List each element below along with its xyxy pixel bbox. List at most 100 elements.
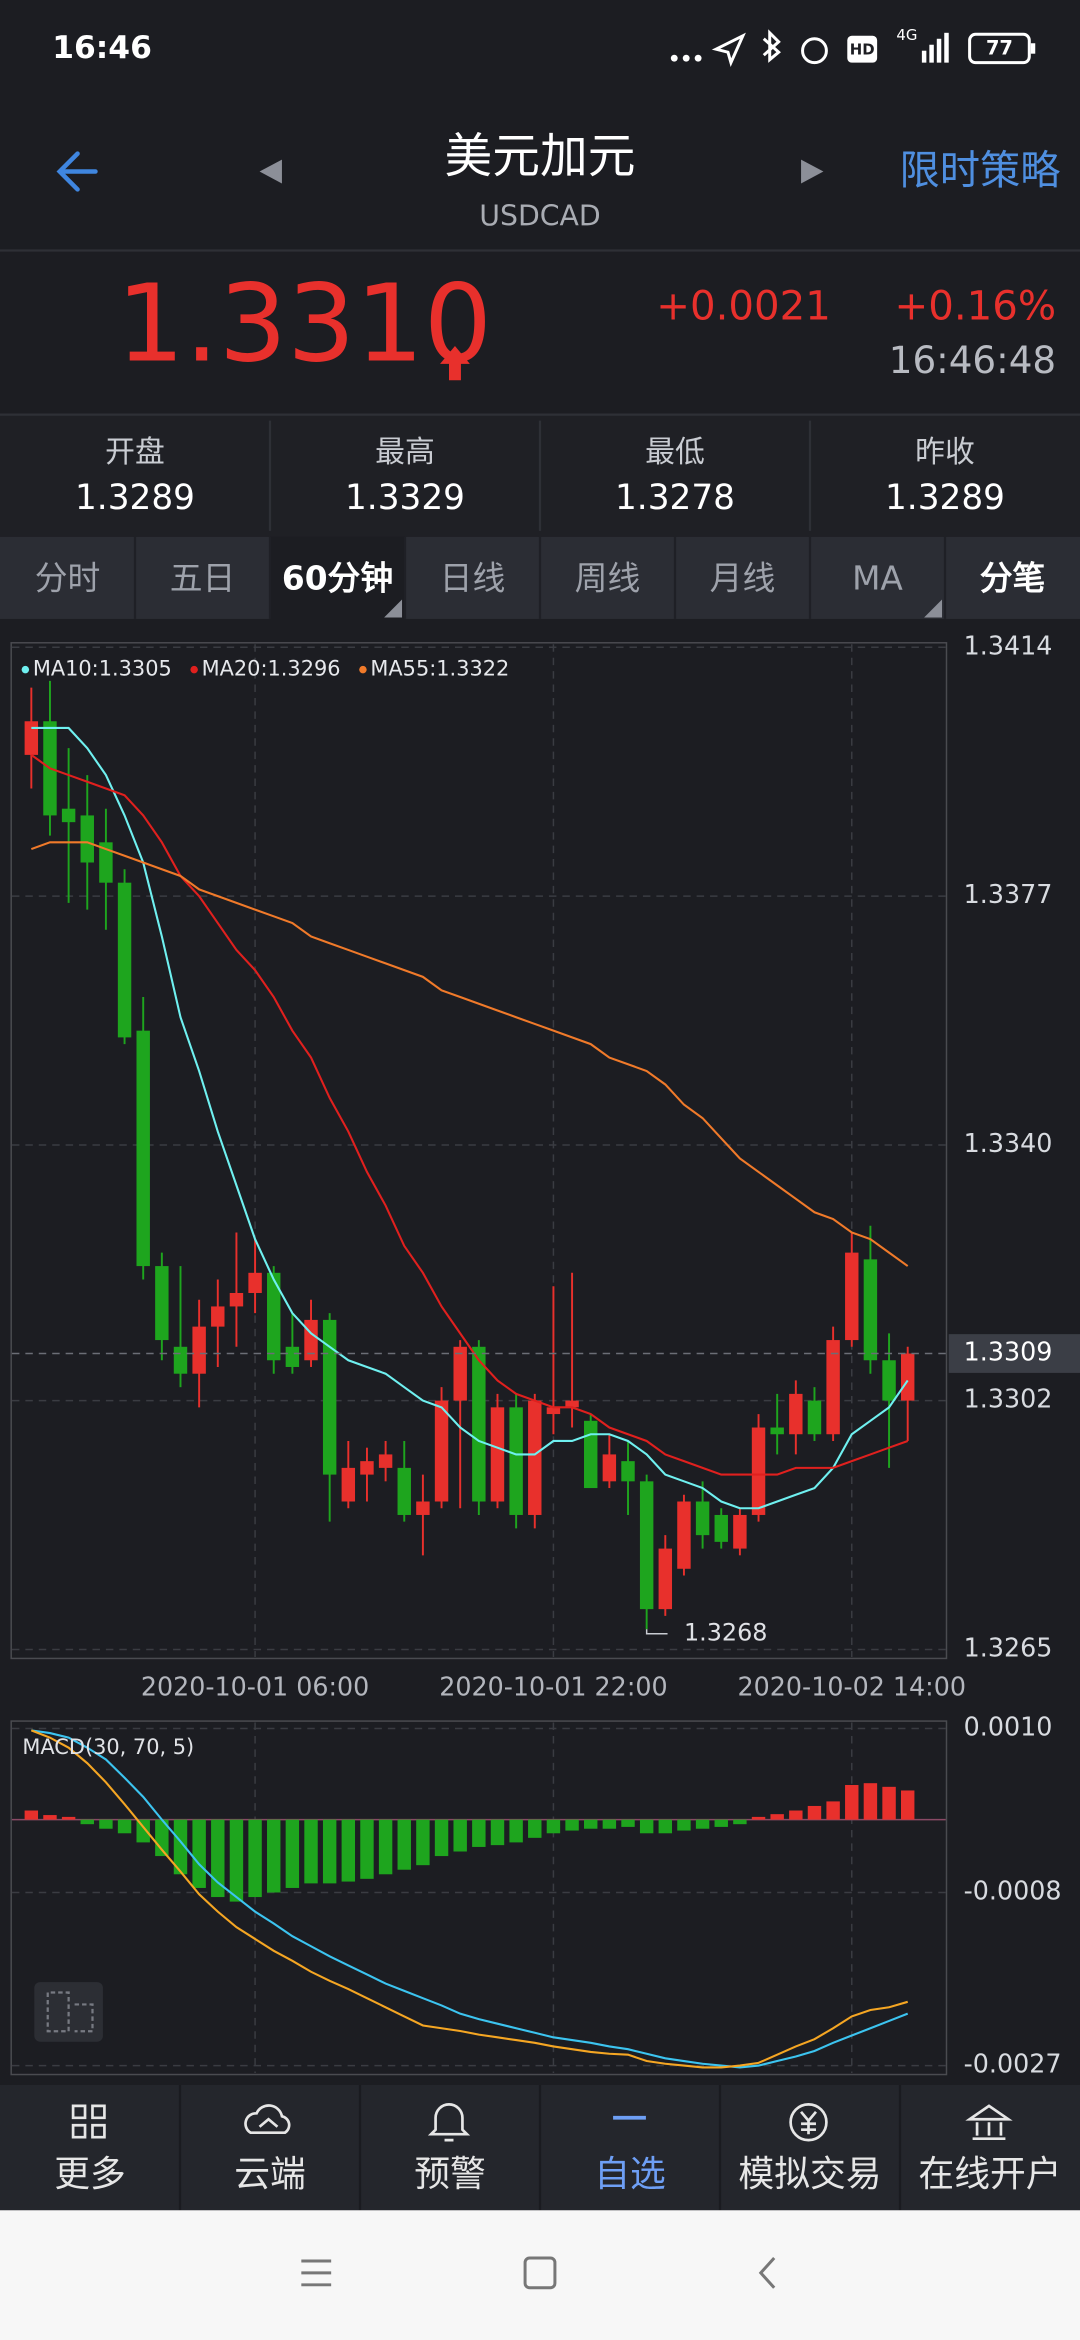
quote-change: +0.0021 xyxy=(656,284,831,330)
ma-line xyxy=(31,726,909,1510)
tab-label[interactable]: 日线 xyxy=(440,560,506,598)
macd-bar xyxy=(285,1819,300,1888)
candle-body xyxy=(639,1481,654,1610)
nav: 更多 云端 预警 自选 模拟交易 在线开户 xyxy=(54,2084,1062,2211)
macd-bar xyxy=(882,1786,896,1820)
tab-label[interactable]: 五日 xyxy=(170,560,236,598)
nav-label[interactable]: 自选 xyxy=(594,2154,666,2195)
candle-body xyxy=(248,1272,262,1293)
x-tick-label: 2020-10-02 14:00 xyxy=(738,1671,966,1701)
candle-body xyxy=(267,1272,281,1361)
nav-label[interactable]: 云端 xyxy=(234,2154,306,2195)
candle-body xyxy=(360,1461,374,1475)
macd-bar xyxy=(267,1819,281,1893)
macd-bar xyxy=(117,1819,132,1834)
candle-body xyxy=(472,1346,486,1502)
back-system-button[interactable] xyxy=(758,2256,776,2289)
alarm-icon xyxy=(801,37,828,65)
tab[interactable] xyxy=(540,536,675,619)
macd-bar xyxy=(751,1816,766,1820)
prev-button[interactable] xyxy=(259,159,282,184)
next-button[interactable] xyxy=(801,159,824,184)
status-icons: HD 4G 77 xyxy=(670,26,1036,67)
home-button[interactable] xyxy=(523,2256,557,2290)
bank-icon xyxy=(965,2104,1013,2141)
status-time: 16:46 xyxy=(52,30,152,66)
macd-bar xyxy=(211,1819,225,1898)
candle-body xyxy=(714,1514,728,1542)
macd-bar xyxy=(248,1819,262,1898)
candle-body xyxy=(173,1346,188,1374)
more-icon xyxy=(71,2104,106,2139)
tab-label[interactable]: 60分钟 xyxy=(282,560,393,598)
tab[interactable] xyxy=(945,536,1080,619)
dot xyxy=(682,54,690,62)
candle-body xyxy=(658,1548,673,1610)
tab[interactable] xyxy=(135,536,270,619)
tab-corner xyxy=(924,599,943,618)
tab[interactable] xyxy=(270,536,405,619)
macd-bar xyxy=(173,1819,188,1875)
candle-body xyxy=(229,1292,244,1307)
candle-body xyxy=(416,1501,430,1515)
macd-bar xyxy=(434,1819,449,1857)
macd-bar xyxy=(322,1819,337,1884)
y-tick-label: 1.3340 xyxy=(964,1128,1053,1158)
candle-body xyxy=(509,1407,523,1515)
macd-bar xyxy=(509,1819,523,1843)
nav-label[interactable]: 模拟交易 xyxy=(738,2154,881,2195)
nav-label[interactable]: 在线开户 xyxy=(918,2154,1061,2195)
tab-label[interactable]: 分时 xyxy=(35,560,101,598)
rotate-icon xyxy=(46,1991,94,2033)
candle-body xyxy=(434,1400,449,1502)
macd-bar xyxy=(378,1819,393,1875)
candle-body xyxy=(24,721,39,755)
candle-body xyxy=(155,1266,169,1341)
macd-bar xyxy=(397,1819,411,1870)
candle-body xyxy=(565,1400,579,1408)
macd-bar xyxy=(546,1819,561,1834)
quote-time: 16:46:48 xyxy=(889,338,1056,382)
tab[interactable] xyxy=(810,536,945,619)
menu-button[interactable] xyxy=(301,2259,332,2287)
macd-line xyxy=(31,1729,909,2069)
tab[interactable] xyxy=(0,536,135,619)
candle-body xyxy=(621,1461,635,1482)
header-action[interactable]: 限时策略 xyxy=(900,148,1061,194)
macd-bar xyxy=(61,1816,76,1820)
macd-bar xyxy=(900,1790,915,1820)
header-title: 美元加元 xyxy=(445,130,636,185)
legend-label: MA20:1.3296 xyxy=(202,657,341,681)
candle-body xyxy=(733,1514,747,1549)
yen-icon xyxy=(800,2110,817,2135)
tab-label[interactable]: 月线 xyxy=(710,560,776,598)
signal-bar xyxy=(929,44,934,63)
nav-label[interactable]: 更多 xyxy=(54,2154,126,2195)
low-label: 1.3268 xyxy=(684,1618,768,1646)
dot xyxy=(670,54,678,62)
tab-label[interactable]: 分笔 xyxy=(980,560,1046,598)
nav-label[interactable]: 预警 xyxy=(414,2154,486,2195)
candle-body xyxy=(751,1427,766,1515)
tab-label[interactable]: 周线 xyxy=(575,560,641,598)
tab[interactable] xyxy=(675,536,810,619)
y-tick-label: 0.0010 xyxy=(964,1712,1053,1742)
tab[interactable] xyxy=(405,536,540,619)
candle-body xyxy=(341,1467,356,1502)
tab-label[interactable]: MA xyxy=(852,560,903,598)
candle-body xyxy=(789,1393,803,1435)
candle-body xyxy=(695,1501,710,1536)
battery xyxy=(968,32,1031,65)
nav-icons xyxy=(71,2103,1013,2142)
y-tick-label: 1.3265 xyxy=(964,1632,1053,1662)
y-tick-label: 1.3302 xyxy=(964,1384,1053,1414)
up-arrow xyxy=(440,346,470,381)
candle-body xyxy=(285,1346,300,1367)
back-button[interactable] xyxy=(56,151,98,192)
stat-label: 最高 xyxy=(375,435,435,470)
macd-bar xyxy=(733,1819,747,1825)
macd-bar xyxy=(621,1819,635,1827)
stat-value: 1.3329 xyxy=(345,478,465,518)
macd-bar xyxy=(24,1810,39,1820)
